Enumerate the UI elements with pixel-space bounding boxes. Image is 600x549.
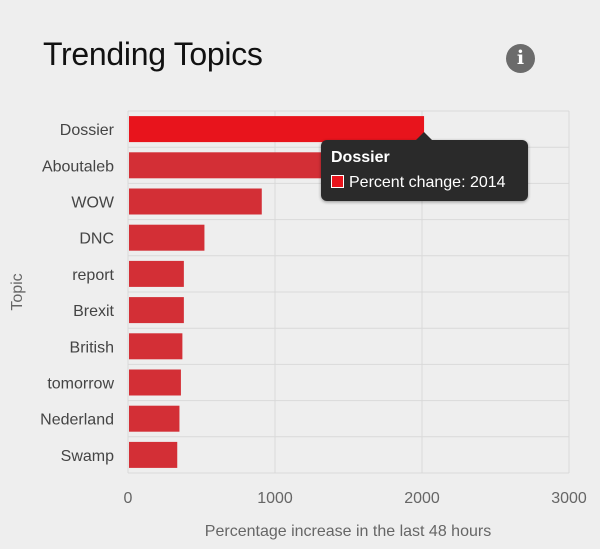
category-label: report	[72, 267, 114, 284]
category-label: British	[70, 339, 114, 356]
x-tick-label: 3000	[551, 490, 587, 507]
x-tick-label: 1000	[257, 490, 293, 507]
x-tick-label: 2000	[404, 490, 440, 507]
tooltip-row: Percent change: 2014	[331, 172, 518, 194]
bar-dossier[interactable]	[129, 116, 425, 143]
category-label: Nederland	[40, 412, 114, 429]
info-icon[interactable]: i	[506, 44, 535, 73]
tooltip-arrow	[416, 132, 432, 140]
bar-nederland[interactable]	[129, 405, 180, 432]
bar-aboutaleb[interactable]	[129, 152, 323, 179]
bar-dnc[interactable]	[129, 224, 205, 251]
tooltip: Dossier Percent change: 2014	[321, 132, 528, 201]
bar-wow[interactable]	[129, 188, 262, 215]
category-label: WOW	[71, 195, 115, 212]
category-label: Aboutaleb	[42, 158, 114, 175]
category-label: DNC	[79, 231, 114, 248]
category-labels: Dossier Aboutaleb WOW DNC report Brexit Britis…	[40, 122, 115, 465]
chart-title: Trending Topics	[43, 36, 263, 72]
bar-brexit[interactable]	[129, 297, 184, 324]
grid	[127, 110, 570, 474]
bar-report[interactable]	[129, 260, 184, 287]
bar-british[interactable]	[129, 333, 183, 360]
tooltip-swatch	[331, 175, 344, 188]
category-label: Brexit	[73, 303, 114, 320]
bar-swamp[interactable]	[129, 441, 178, 468]
y-axis-label: Topic	[9, 273, 26, 310]
tooltip-value: Percent change: 2014	[349, 174, 506, 191]
category-label: Dossier	[60, 122, 115, 139]
bar-tomorrow[interactable]	[129, 369, 181, 396]
category-label: tomorrow	[47, 376, 114, 393]
x-axis-ticks: 0 1000 2000 3000	[124, 490, 587, 507]
bars	[129, 116, 425, 468]
category-label: Swamp	[61, 448, 114, 465]
tooltip-title: Dossier	[331, 149, 390, 166]
x-axis-label: Percentage increase in the last 48 hours	[205, 523, 491, 540]
x-tick-label: 0	[124, 490, 133, 507]
